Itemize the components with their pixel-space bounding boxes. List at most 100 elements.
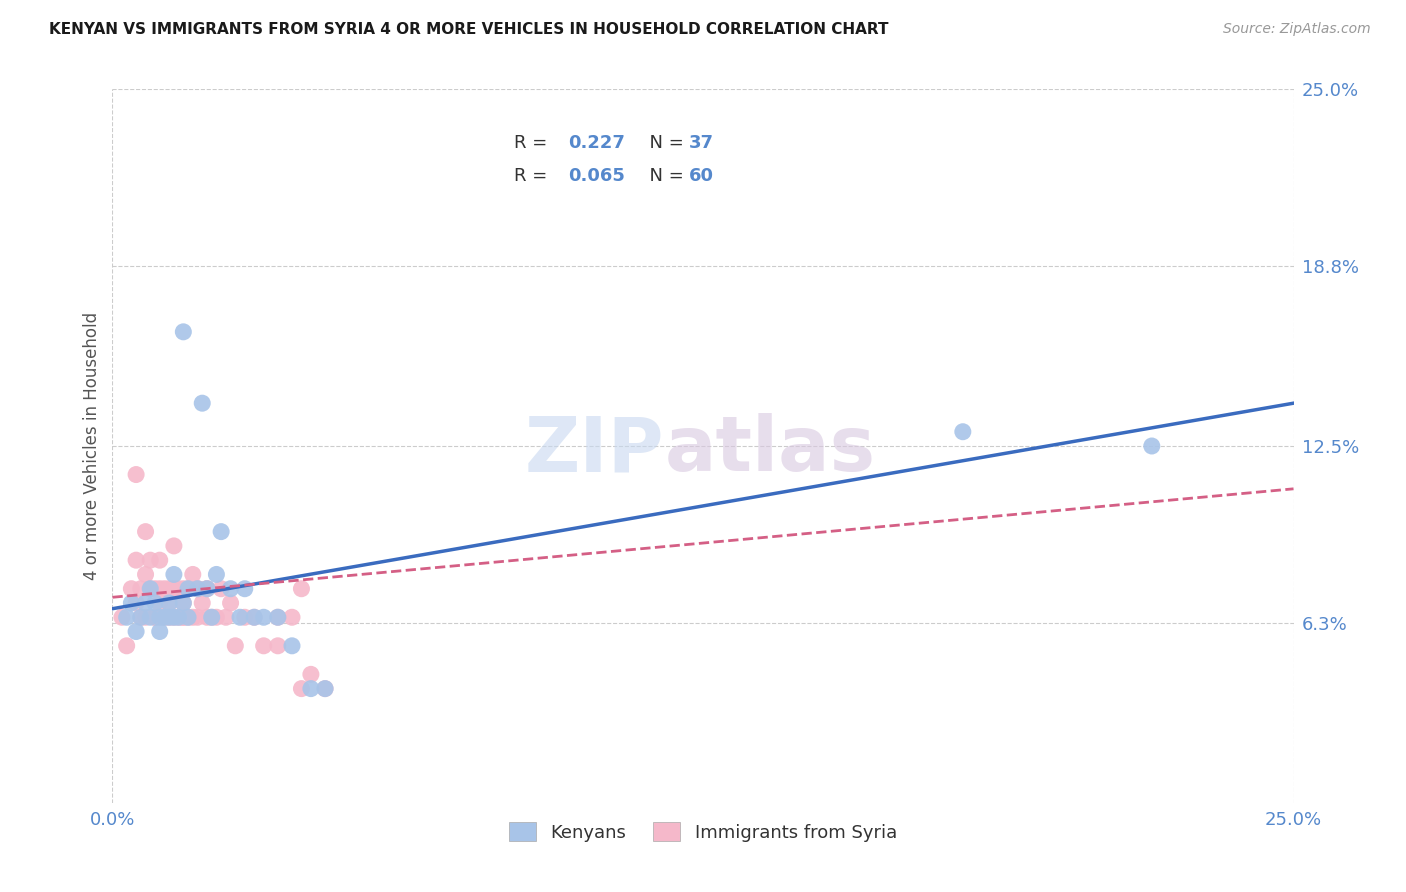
Point xyxy=(224,639,246,653)
Point xyxy=(186,582,208,596)
Point xyxy=(191,396,214,410)
Point xyxy=(115,610,138,624)
Text: 60: 60 xyxy=(689,168,714,186)
Point xyxy=(143,582,166,596)
Point xyxy=(172,325,194,339)
Point xyxy=(135,524,157,539)
Point xyxy=(157,596,180,610)
Point xyxy=(149,624,172,639)
Text: R =: R = xyxy=(515,168,553,186)
Point xyxy=(233,610,256,624)
Point xyxy=(129,610,152,624)
Point xyxy=(167,610,190,624)
Point xyxy=(243,610,266,624)
Point xyxy=(115,639,138,653)
Point xyxy=(167,582,190,596)
Y-axis label: 4 or more Vehicles in Household: 4 or more Vehicles in Household xyxy=(83,312,101,580)
Point xyxy=(135,610,157,624)
Point xyxy=(125,596,148,610)
Point xyxy=(205,567,228,582)
Text: atlas: atlas xyxy=(664,414,876,487)
Point xyxy=(186,582,208,596)
Point xyxy=(267,639,290,653)
Point xyxy=(191,596,214,610)
Point xyxy=(157,596,180,610)
Text: 37: 37 xyxy=(689,134,714,152)
Point xyxy=(181,567,204,582)
Point xyxy=(163,610,186,624)
Point xyxy=(157,582,180,596)
Point xyxy=(120,582,142,596)
Text: ZIP: ZIP xyxy=(524,414,664,487)
Point xyxy=(143,610,166,624)
Point xyxy=(149,582,172,596)
Point xyxy=(267,610,290,624)
Point xyxy=(153,610,176,624)
Point xyxy=(281,610,304,624)
Point xyxy=(139,610,162,624)
Point xyxy=(139,582,162,596)
Point xyxy=(229,610,252,624)
Point xyxy=(163,610,186,624)
Point xyxy=(143,610,166,624)
Text: Source: ZipAtlas.com: Source: ZipAtlas.com xyxy=(1223,22,1371,37)
Point xyxy=(153,582,176,596)
Point xyxy=(290,582,312,596)
Point xyxy=(172,596,194,610)
Point xyxy=(209,582,232,596)
Point xyxy=(157,610,180,624)
Point xyxy=(163,567,186,582)
Point xyxy=(314,681,336,696)
Point xyxy=(129,610,152,624)
Text: N =: N = xyxy=(638,134,689,152)
Point xyxy=(125,624,148,639)
Point xyxy=(195,582,218,596)
Point xyxy=(157,610,180,624)
Point xyxy=(125,467,148,482)
Point xyxy=(1140,439,1163,453)
Point xyxy=(195,582,218,596)
Point xyxy=(139,582,162,596)
Point xyxy=(209,524,232,539)
Point xyxy=(195,610,218,624)
Point xyxy=(201,610,224,624)
Point xyxy=(952,425,974,439)
Point xyxy=(181,610,204,624)
Point xyxy=(267,610,290,624)
Point xyxy=(149,610,172,624)
Point xyxy=(186,582,208,596)
Point xyxy=(253,610,276,624)
Point xyxy=(233,582,256,596)
Text: R =: R = xyxy=(515,134,553,152)
Point xyxy=(149,553,172,567)
Point xyxy=(143,596,166,610)
Point xyxy=(299,681,322,696)
Point xyxy=(120,596,142,610)
Point xyxy=(195,582,218,596)
Point xyxy=(314,681,336,696)
Point xyxy=(281,639,304,653)
Point xyxy=(172,610,194,624)
Point xyxy=(139,553,162,567)
Point xyxy=(299,667,322,681)
Point xyxy=(163,539,186,553)
Point xyxy=(163,582,186,596)
Point xyxy=(215,610,238,624)
Point xyxy=(219,596,242,610)
Point xyxy=(177,610,200,624)
Text: 0.227: 0.227 xyxy=(568,134,626,152)
Point xyxy=(186,610,208,624)
Point xyxy=(219,582,242,596)
Point xyxy=(172,596,194,610)
Point xyxy=(205,610,228,624)
Point xyxy=(172,610,194,624)
Point xyxy=(149,596,172,610)
Point xyxy=(177,610,200,624)
Text: KENYAN VS IMMIGRANTS FROM SYRIA 4 OR MORE VEHICLES IN HOUSEHOLD CORRELATION CHAR: KENYAN VS IMMIGRANTS FROM SYRIA 4 OR MOR… xyxy=(49,22,889,37)
Point xyxy=(153,610,176,624)
Point xyxy=(253,639,276,653)
Point xyxy=(111,610,134,624)
Legend: Kenyans, Immigrants from Syria: Kenyans, Immigrants from Syria xyxy=(501,814,905,851)
Point xyxy=(125,553,148,567)
Point xyxy=(129,582,152,596)
